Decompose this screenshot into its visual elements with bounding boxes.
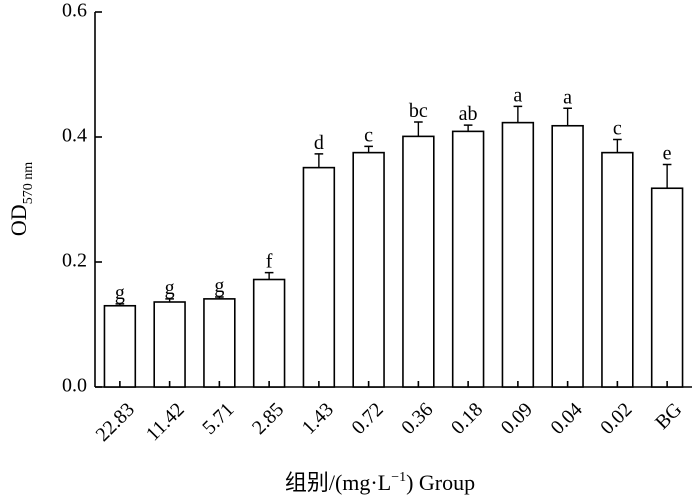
error-bar bbox=[513, 105, 523, 123]
x-tick-label: 0.36 bbox=[397, 399, 437, 439]
bar bbox=[402, 135, 435, 388]
y-tick-label: 0.2 bbox=[62, 250, 87, 272]
significance-label: bc bbox=[409, 100, 428, 122]
error-bar bbox=[463, 124, 473, 132]
plot-axes bbox=[94, 12, 692, 388]
x-tick-label: 11.42 bbox=[142, 399, 189, 446]
bar bbox=[302, 166, 336, 388]
x-tick-label: 0.72 bbox=[347, 399, 387, 439]
significance-label: g bbox=[165, 277, 175, 299]
bar bbox=[551, 124, 584, 388]
bar bbox=[650, 187, 684, 388]
significance-label: a bbox=[563, 86, 572, 108]
x-tick-label: 5.71 bbox=[198, 399, 238, 439]
significance-label: f bbox=[266, 251, 273, 273]
bar bbox=[103, 304, 137, 388]
significance-label: e bbox=[663, 143, 672, 165]
x-tick-label: 0.02 bbox=[596, 399, 636, 439]
bar bbox=[153, 301, 186, 388]
bar bbox=[203, 298, 236, 388]
significance-label: a bbox=[513, 84, 522, 106]
x-tick-label: 0.09 bbox=[497, 399, 537, 439]
error-bar bbox=[215, 296, 224, 299]
significance-label: c bbox=[613, 118, 622, 140]
y-tick-label: 0.4 bbox=[62, 125, 87, 147]
bar bbox=[601, 151, 634, 388]
x-axis-title-main: 组别/(mg·L bbox=[285, 470, 391, 495]
x-tick-label: 2.85 bbox=[248, 399, 288, 439]
x-axis-title-tail: ) Group bbox=[406, 470, 475, 495]
bar bbox=[451, 130, 485, 388]
x-tick-label: BG bbox=[651, 399, 686, 434]
x-tick-label: 0.18 bbox=[447, 399, 487, 439]
significance-label: g bbox=[115, 282, 125, 304]
x-axis-title: 组别/(mg·L−1) Group bbox=[285, 470, 475, 495]
significance-label: d bbox=[314, 132, 324, 154]
bar bbox=[352, 151, 385, 388]
error-bar bbox=[314, 153, 324, 168]
y-tick-label: 0.0 bbox=[62, 375, 87, 397]
error-bar bbox=[364, 145, 373, 153]
x-tick-label: 0.04 bbox=[546, 399, 586, 439]
x-tick-label: 22.83 bbox=[92, 399, 139, 446]
error-bar bbox=[414, 121, 423, 137]
y-axis-title-subscript: 570 nm bbox=[21, 162, 36, 205]
bars: g g g f d c bc ab a a c e bbox=[103, 84, 684, 388]
x-ticks: 22.83 11.42 5.71 2.85 1.43 0.72 0.36 0.18 0.09 0.… bbox=[92, 381, 686, 446]
y-tick-label: 0.6 bbox=[62, 0, 87, 22]
error-bar bbox=[662, 163, 672, 189]
bar bbox=[252, 278, 286, 388]
bar bbox=[501, 121, 535, 388]
error-bar bbox=[613, 138, 622, 153]
significance-label: c bbox=[364, 124, 373, 146]
y-ticks: 0.0 0.2 0.4 0.6 bbox=[62, 0, 102, 397]
error-bar bbox=[165, 298, 174, 302]
error-bar bbox=[115, 303, 125, 306]
x-tick-label: 1.43 bbox=[298, 399, 338, 439]
error-bar bbox=[264, 271, 274, 280]
error-bar bbox=[563, 107, 572, 126]
significance-label: ab bbox=[459, 103, 478, 125]
y-axis-title: OD570 nm bbox=[6, 162, 36, 236]
x-axis-title-superscript: −1 bbox=[391, 470, 406, 485]
significance-label: g bbox=[214, 275, 224, 297]
y-axis-title-main: OD bbox=[6, 204, 31, 236]
